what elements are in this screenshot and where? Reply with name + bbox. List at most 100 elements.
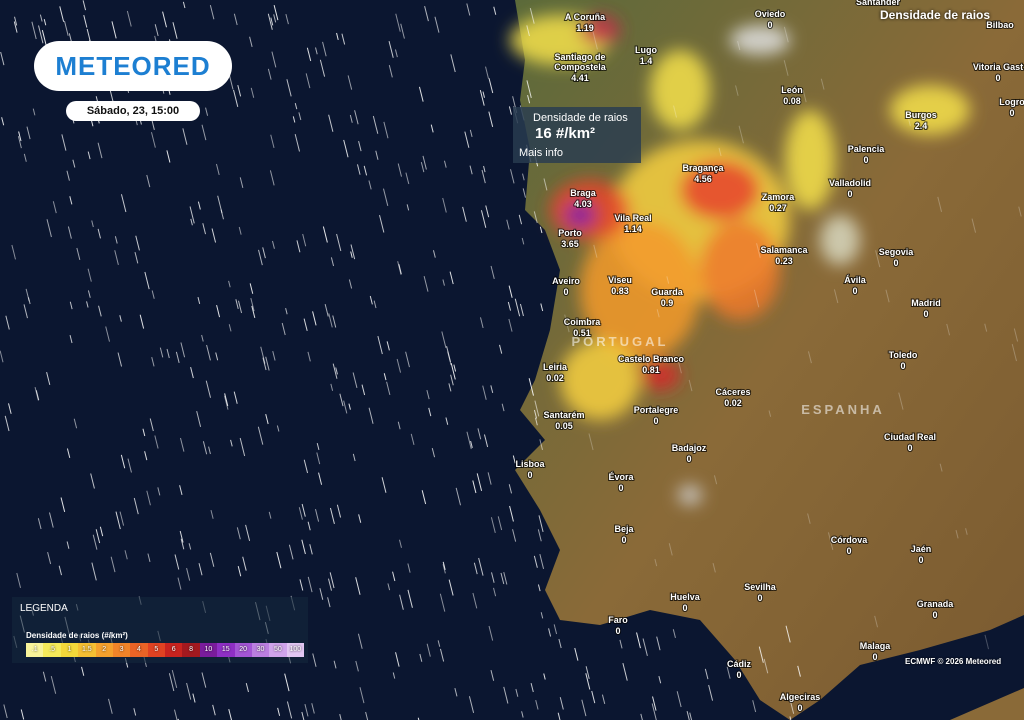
wind-streak xyxy=(17,136,22,149)
wind-streak xyxy=(359,687,365,704)
city-name: Sevilha xyxy=(744,582,777,592)
wind-streak xyxy=(220,209,224,220)
city-value: 0.02 xyxy=(546,373,564,383)
wind-streak xyxy=(965,528,968,535)
more-info[interactable]: Mais info xyxy=(519,147,564,159)
wind-streak xyxy=(201,124,207,141)
wind-streak xyxy=(328,313,333,328)
wind-streak xyxy=(350,244,356,260)
wind-streak xyxy=(66,170,70,181)
wind-streak xyxy=(316,443,320,451)
wind-streak xyxy=(789,716,792,720)
city-name: Palencia xyxy=(848,144,886,154)
wind-streak xyxy=(443,160,447,168)
wind-streak xyxy=(147,553,151,562)
city-value: 4.41 xyxy=(571,73,589,83)
wind-streak xyxy=(205,380,212,398)
wind-streak xyxy=(81,666,85,676)
city-value: 0 xyxy=(563,287,568,297)
wind-streak xyxy=(483,165,486,173)
wind-streak xyxy=(302,233,307,247)
wind-streak xyxy=(410,433,415,445)
wind-streak xyxy=(250,87,255,98)
wind-streak xyxy=(442,564,446,574)
wind-streak xyxy=(372,115,379,134)
wind-streak xyxy=(984,634,990,650)
legend-tick: 5 xyxy=(147,643,165,657)
wind-streak xyxy=(386,381,391,396)
wind-streak xyxy=(430,124,434,133)
wind-streak xyxy=(462,206,467,222)
city-name: Leiria xyxy=(543,362,568,372)
wind-streak xyxy=(4,415,10,432)
city-name: Portalegre xyxy=(634,405,679,415)
wind-streak xyxy=(23,153,27,162)
tooltip-title: Densidade de raios xyxy=(533,112,628,124)
wind-streak xyxy=(539,226,543,234)
logo[interactable]: METEORED xyxy=(34,41,232,91)
wind-streak xyxy=(581,699,587,717)
wind-streak xyxy=(487,472,492,485)
wind-streak xyxy=(133,708,137,716)
wind-streak xyxy=(442,561,446,570)
wind-streak xyxy=(154,435,159,449)
wind-streak xyxy=(262,247,266,259)
city-name: Cádiz xyxy=(727,659,752,669)
wind-streak xyxy=(182,1,186,9)
wind-streak xyxy=(363,165,368,176)
wind-streak xyxy=(215,352,219,361)
wind-streak xyxy=(304,704,309,717)
wind-streak xyxy=(209,552,215,567)
city-value: 4.56 xyxy=(694,174,712,184)
wind-streak xyxy=(250,298,255,312)
legend-tick: 1.5 xyxy=(78,643,96,657)
wind-streak xyxy=(64,20,69,36)
wind-streak xyxy=(526,80,532,99)
layer-title[interactable]: Densidade de raios xyxy=(880,8,991,22)
city-value: 0 xyxy=(682,603,687,613)
wind-streak xyxy=(388,65,393,78)
wind-streak xyxy=(236,527,241,540)
wind-streak xyxy=(228,708,232,720)
wind-streak xyxy=(285,308,288,315)
wind-streak xyxy=(188,543,192,550)
wind-streak xyxy=(477,428,482,440)
wind-streak xyxy=(97,228,101,239)
wind-streak xyxy=(672,629,676,638)
wind-streak xyxy=(476,473,483,491)
wind-streak xyxy=(758,646,764,663)
wind-streak xyxy=(807,351,812,364)
wind-streak xyxy=(651,703,657,720)
wind-streak xyxy=(503,571,508,585)
city-name: Santander xyxy=(856,0,901,7)
wind-streak xyxy=(383,121,389,139)
wind-streak xyxy=(512,529,517,542)
wind-streak xyxy=(66,448,71,458)
wind-streak xyxy=(330,383,334,391)
wind-streak xyxy=(426,389,430,400)
wind-streak xyxy=(439,593,446,612)
city-name: Huelva xyxy=(670,592,701,602)
wind-streak xyxy=(668,543,673,556)
wind-streak xyxy=(273,4,279,21)
wind-streak xyxy=(69,334,73,344)
wind-streak xyxy=(172,22,178,39)
wind-streak xyxy=(493,6,497,15)
wind-streak xyxy=(399,594,404,610)
wind-streak xyxy=(355,660,359,672)
city-name: Badajoz xyxy=(672,443,707,453)
wind-streak xyxy=(656,309,660,318)
wind-streak xyxy=(228,324,232,332)
wind-streak xyxy=(512,455,516,464)
wind-streak xyxy=(238,226,242,235)
wind-streak xyxy=(201,334,204,342)
storm-cell xyxy=(640,360,680,390)
wind-streak xyxy=(392,672,396,679)
wind-streak xyxy=(179,485,183,495)
wind-streak xyxy=(235,299,239,309)
